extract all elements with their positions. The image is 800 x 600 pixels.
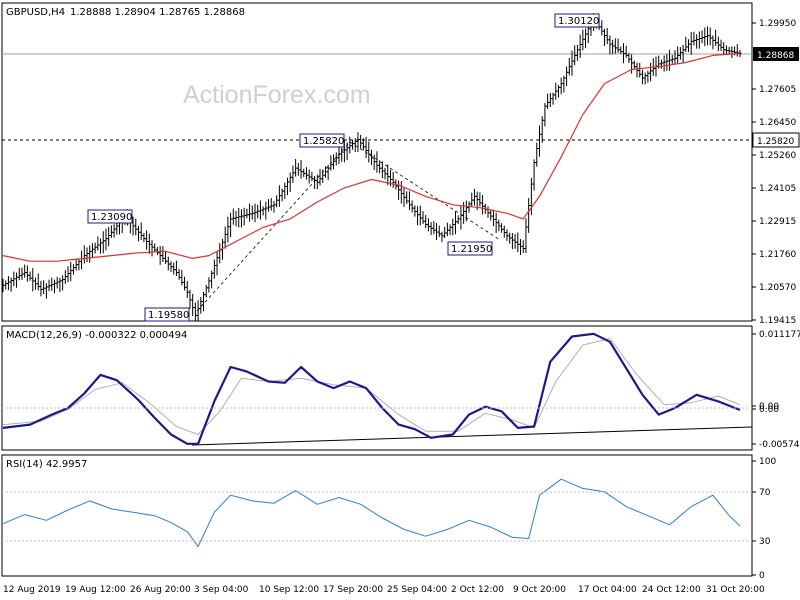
svg-text:1.25820: 1.25820 — [303, 136, 344, 147]
svg-text:1.19580: 1.19580 — [148, 310, 189, 321]
annotation-1-23090: 1.23090 — [87, 209, 133, 224]
macd-title: MACD(12,26,9) -0.000322 0.000494 — [6, 330, 187, 341]
ma-line — [2, 52, 741, 262]
y-tick-label: 70 — [759, 488, 771, 498]
watermark: ActionForex.com — [183, 81, 371, 109]
y-tick-label: 1.19415 — [759, 316, 796, 326]
x-tick-label: 10 Sep 12:00 — [259, 585, 319, 595]
rsi-series — [2, 478, 741, 547]
x-tick-label: 25 Sep 04:00 — [387, 585, 447, 595]
x-tick-label: 3 Sep 04:00 — [194, 585, 249, 595]
macd-line — [2, 332, 741, 445]
y-tick-label: 1.26450 — [759, 118, 796, 128]
ohlc-readout: 1.28888 1.28904 1.28765 1.28868 — [70, 7, 245, 18]
trend-line-up — [196, 141, 351, 312]
y-tick-label: 0 — [759, 571, 765, 581]
x-tick-label: 24 Oct 12:00 — [642, 585, 701, 595]
y-tick-label: 100 — [759, 457, 776, 467]
annotation-1-21950: 1.21950 — [447, 241, 493, 256]
y-tick-label: 30 — [759, 537, 771, 547]
svg-text:1.23090: 1.23090 — [91, 212, 132, 223]
macd-series — [2, 332, 741, 445]
y-tick-label: 1.24105 — [759, 184, 796, 194]
x-tick-label: 31 Oct 20:00 — [706, 585, 765, 595]
rsi-y-axis: 100 70 30 0 — [752, 457, 776, 581]
y-tick-label: 1.21760 — [759, 250, 796, 260]
ma-series — [2, 52, 741, 262]
y-tick-label: 1.29950 — [759, 19, 796, 29]
x-tick-label: 2 Oct 12:00 — [451, 585, 504, 595]
x-tick-label: 12 Aug 2019 — [3, 585, 61, 595]
rsi-title: RSI(14) 42.9957 — [6, 459, 87, 470]
macd-trend-line — [191, 426, 753, 446]
rsi-panel-frame — [1, 454, 753, 577]
svg-text:1.25820: 1.25820 — [757, 137, 794, 147]
chart-title: GBPUSD,H4 — [6, 7, 65, 18]
y-tick-label: 1.25260 — [759, 151, 796, 161]
annotation-1-30120: 1.30120 — [554, 13, 600, 28]
y-tick-label: 1.27605 — [759, 85, 796, 95]
x-tick-label: 17 Sep 20:00 — [323, 585, 383, 595]
signal-line — [2, 338, 741, 435]
annotation-1-25820: 1.25820 — [299, 133, 345, 148]
macd-y-axis: 0.011177 0.00 0.00 -0.005746 — [752, 330, 800, 450]
y-tick-label: 0.00 — [759, 402, 779, 412]
rsi-line — [2, 478, 741, 547]
y-tick-label: 1.22915 — [759, 217, 796, 227]
price-y-axis: 1.29950 1.27605 1.26450 1.25260 1.24105 … — [752, 19, 796, 326]
y-tick-label: 0.00 — [759, 405, 779, 415]
x-tick-label: 9 Oct 20:00 — [513, 585, 566, 595]
x-tick-label: 26 Aug 20:00 — [130, 585, 191, 595]
price-bars — [2, 13, 742, 321]
annotation-1-19580: 1.19580 — [144, 307, 190, 322]
x-tick-label: 19 Aug 12:00 — [65, 585, 126, 595]
svg-text:1.21950: 1.21950 — [451, 244, 492, 255]
y-tick-label: 0.011177 — [759, 330, 800, 340]
x-axis: 12 Aug 2019 19 Aug 12:00 26 Aug 20:00 3 … — [3, 585, 765, 595]
svg-text:1.28868: 1.28868 — [757, 51, 794, 61]
y-tick-label: -0.005746 — [759, 440, 800, 450]
level-price-label: 1.25820 — [752, 132, 800, 148]
current-price-label: 1.28868 — [753, 47, 799, 61]
x-tick-label: 17 Oct 04:00 — [578, 585, 637, 595]
macd-panel-frame — [1, 325, 753, 451]
y-tick-label: 1.20570 — [759, 283, 796, 293]
svg-text:1.30120: 1.30120 — [558, 16, 599, 27]
